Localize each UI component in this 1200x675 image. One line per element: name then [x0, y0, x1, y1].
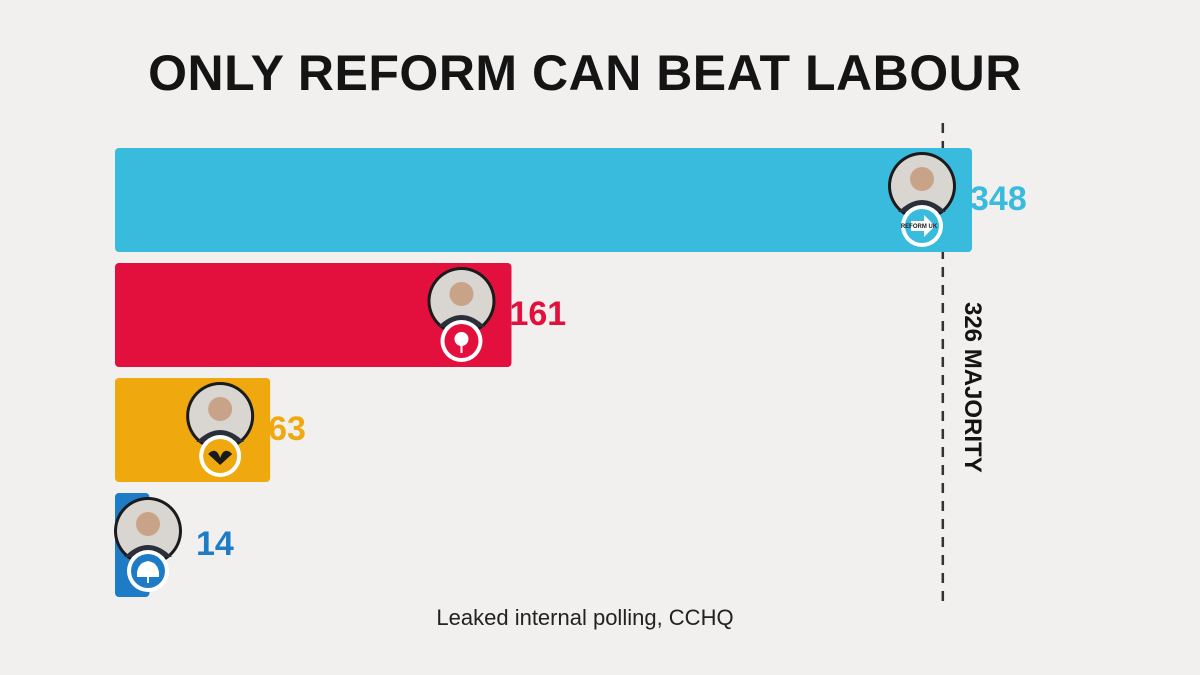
value-label: 348 [970, 180, 1027, 218]
bar-group: 63 [115, 378, 306, 482]
lib-dem-bird-icon [199, 435, 242, 477]
chart-title: ONLY REFORM CAN BEAT LABOUR [148, 45, 1022, 101]
leader-portrait-icon [114, 497, 182, 565]
reform-logo-text: REFORM UK [901, 224, 938, 230]
bar-group: 161 [115, 263, 566, 367]
source-note: Leaked internal polling, CCHQ [436, 605, 734, 630]
reform-uk-arrow-icon: REFORM UK [901, 205, 943, 247]
majority-label: 326 MAJORITY [959, 302, 986, 473]
conservative-tree-icon [127, 550, 169, 592]
bar [115, 263, 512, 367]
bar-group: 14 [114, 493, 234, 597]
value-label: 161 [509, 295, 566, 333]
bar [115, 148, 972, 252]
value-label: 63 [268, 410, 306, 448]
value-label: 14 [196, 525, 234, 563]
labour-rose-icon [440, 320, 483, 362]
bar-group: REFORM UK 348 [115, 148, 1027, 252]
